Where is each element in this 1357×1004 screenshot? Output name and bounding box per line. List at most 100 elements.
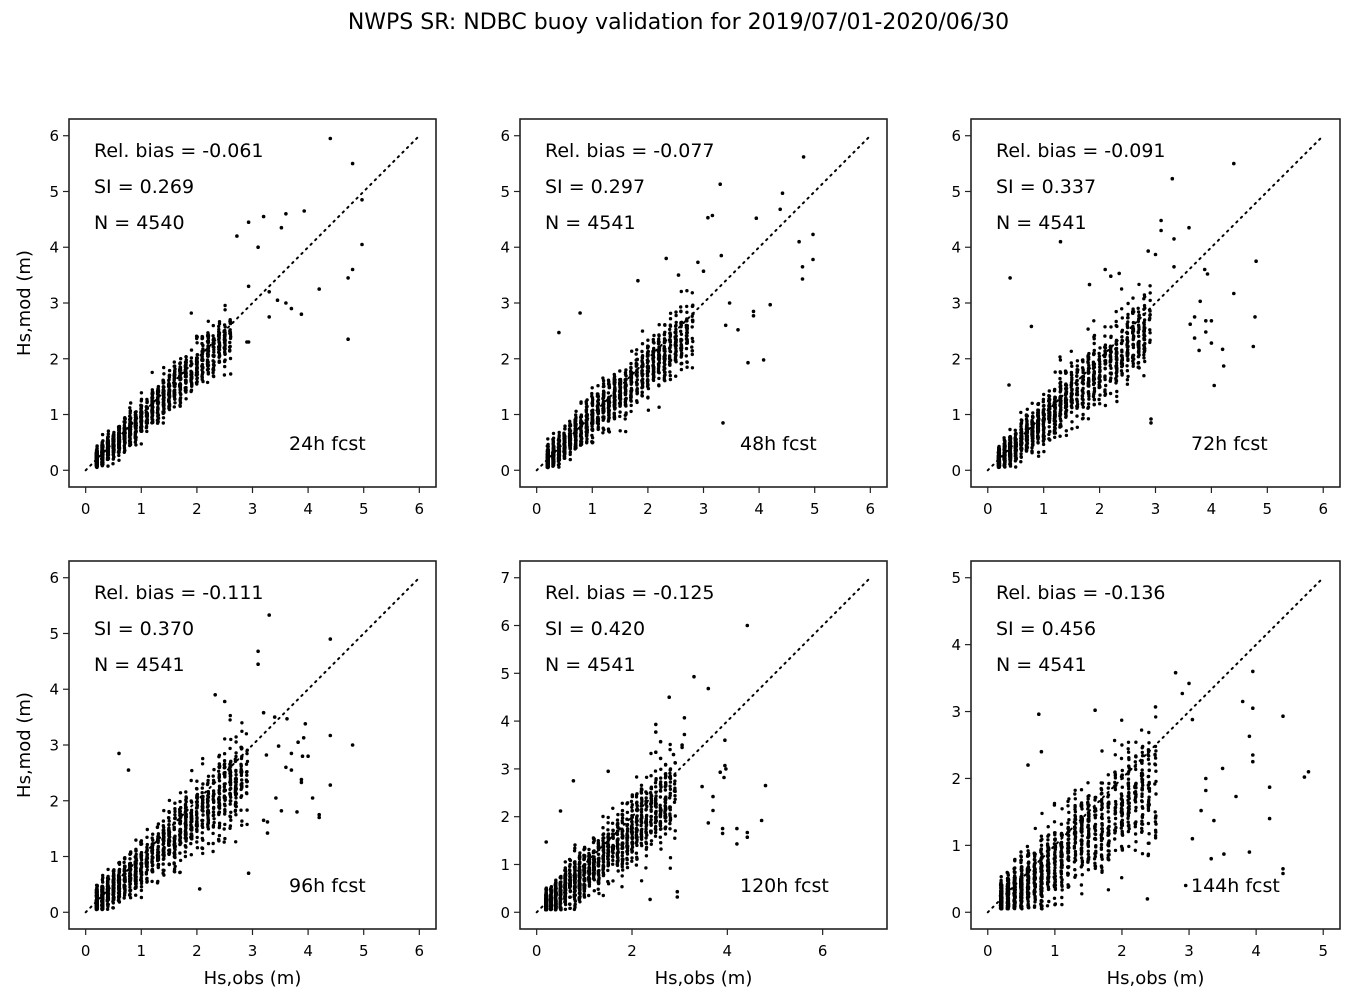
y-tick-label: 2 [951, 350, 961, 368]
data-point [211, 367, 215, 372]
data-point [997, 455, 1001, 459]
data-point [668, 373, 672, 378]
data-point [1064, 371, 1068, 375]
data-point [228, 824, 233, 828]
data-point [1069, 361, 1074, 365]
data-point [1052, 422, 1057, 426]
data-point [636, 278, 640, 283]
data-point [596, 416, 600, 420]
data-point [640, 342, 645, 346]
data-point [545, 450, 550, 454]
data-point [244, 762, 249, 766]
data-point [607, 429, 611, 433]
data-point [1086, 361, 1090, 365]
data-point [624, 429, 628, 434]
data-point [607, 411, 611, 415]
data-point [574, 409, 578, 413]
y-tick-label: 0 [951, 462, 961, 480]
data-point [111, 435, 116, 440]
data-point [275, 298, 280, 303]
data-point [1136, 319, 1141, 324]
data-point [1080, 397, 1085, 401]
data-point [184, 397, 188, 401]
data-point [1114, 342, 1118, 346]
data-point [674, 374, 678, 378]
data-point [557, 450, 561, 454]
data-point [584, 430, 588, 434]
data-point [646, 383, 650, 387]
data-point [623, 391, 627, 395]
data-point [1136, 365, 1141, 369]
data-point [679, 352, 684, 357]
data-point [1126, 344, 1130, 349]
data-point [189, 381, 194, 385]
data-point [1119, 341, 1124, 345]
data-point [1069, 395, 1073, 399]
data-point [590, 428, 595, 433]
data-point [623, 370, 628, 375]
data-point [1014, 454, 1018, 458]
data-point [245, 759, 250, 764]
data-point [676, 273, 681, 277]
data-point [134, 429, 138, 434]
data-point [1053, 405, 1057, 410]
data-point [1114, 361, 1119, 365]
data-point [1131, 343, 1136, 347]
data-point [1125, 369, 1130, 373]
data-point [1013, 444, 1018, 449]
data-point [684, 346, 689, 351]
data-point [612, 399, 617, 403]
data-point [217, 360, 221, 364]
data-point [123, 441, 127, 446]
one-to-one-line [986, 134, 1325, 472]
data-point [1137, 334, 1141, 338]
data-point [1137, 282, 1141, 287]
data-point [173, 367, 177, 371]
data-point [685, 330, 689, 335]
data-point [1103, 390, 1107, 394]
data-point [1086, 406, 1090, 410]
data-point [151, 396, 155, 400]
data-point [167, 397, 171, 401]
data-point [1188, 322, 1192, 327]
data-point [183, 378, 188, 383]
x-tick-label: 2 [192, 500, 202, 518]
data-point [674, 360, 678, 364]
data-point [606, 378, 611, 382]
data-point [657, 334, 661, 338]
data-point [585, 439, 589, 444]
y-tick-label: 4 [49, 239, 59, 257]
data-point [656, 370, 661, 374]
data-point [139, 418, 143, 423]
data-point [1041, 400, 1046, 404]
data-point [1142, 374, 1146, 378]
data-point [284, 212, 288, 216]
data-point [112, 455, 116, 459]
data-point [212, 374, 216, 379]
data-point [1031, 439, 1035, 444]
data-point [189, 311, 193, 315]
data-point [1104, 383, 1108, 388]
data-point [228, 331, 232, 336]
data-point [545, 454, 549, 458]
data-point [1114, 347, 1118, 351]
data-point [662, 365, 666, 369]
data-point [1172, 237, 1176, 241]
data-point [584, 408, 588, 412]
data-point [1030, 419, 1034, 424]
data-point [1047, 397, 1051, 401]
data-point [618, 414, 622, 419]
data-point [1114, 319, 1118, 324]
data-point [156, 407, 160, 411]
data-point [178, 377, 182, 381]
data-point [1142, 325, 1146, 329]
rel-bias-annotation: Rel. bias = -0.077 [545, 140, 715, 162]
data-point [1019, 455, 1023, 459]
data-point [128, 409, 133, 413]
data-point [629, 376, 634, 380]
data-point [229, 372, 233, 376]
data-point [1114, 381, 1118, 385]
data-point [557, 454, 561, 459]
data-point [111, 448, 116, 453]
